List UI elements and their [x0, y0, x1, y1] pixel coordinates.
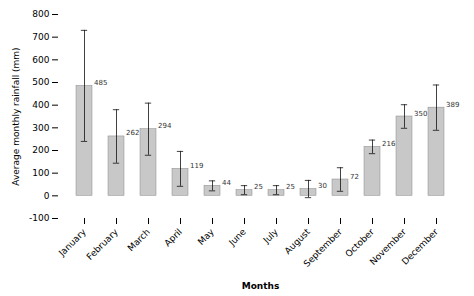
svg-text:-100: -100 [29, 213, 50, 223]
svg-text:25: 25 [286, 183, 295, 191]
svg-text:0: 0 [44, 191, 50, 201]
svg-text:December: December [400, 226, 440, 266]
svg-text:August: August [283, 226, 313, 256]
svg-text:Average monthly rainfall (mm): Average monthly rainfall (mm) [11, 47, 21, 185]
svg-text:March: March [125, 227, 151, 253]
svg-text:July: July [261, 226, 281, 246]
svg-text:500: 500 [32, 77, 49, 87]
svg-text:294: 294 [158, 122, 172, 130]
svg-text:October: October [343, 227, 376, 260]
svg-text:119: 119 [190, 162, 203, 170]
svg-text:February: February [85, 226, 121, 262]
svg-text:700: 700 [32, 32, 49, 42]
svg-text:72: 72 [350, 173, 359, 181]
svg-text:262: 262 [126, 129, 139, 137]
svg-text:30: 30 [318, 182, 327, 190]
svg-text:44: 44 [222, 179, 231, 187]
svg-text:May: May [196, 226, 217, 247]
svg-text:485: 485 [94, 79, 107, 87]
svg-text:January: January [56, 226, 88, 258]
svg-text:800: 800 [32, 9, 49, 19]
svg-text:600: 600 [32, 55, 49, 65]
svg-text:Months: Months [242, 281, 280, 291]
svg-text:216: 216 [382, 140, 396, 148]
svg-text:389: 389 [446, 101, 459, 109]
svg-text:25: 25 [254, 183, 263, 191]
svg-text:April: April [162, 227, 184, 249]
svg-text:June: June [226, 226, 248, 248]
svg-text:September: September [302, 226, 344, 268]
svg-text:300: 300 [32, 123, 49, 133]
svg-text:350: 350 [414, 110, 427, 118]
svg-text:100: 100 [32, 168, 49, 178]
svg-text:400: 400 [32, 100, 49, 110]
svg-text:November: November [367, 226, 408, 267]
svg-text:200: 200 [32, 145, 49, 155]
